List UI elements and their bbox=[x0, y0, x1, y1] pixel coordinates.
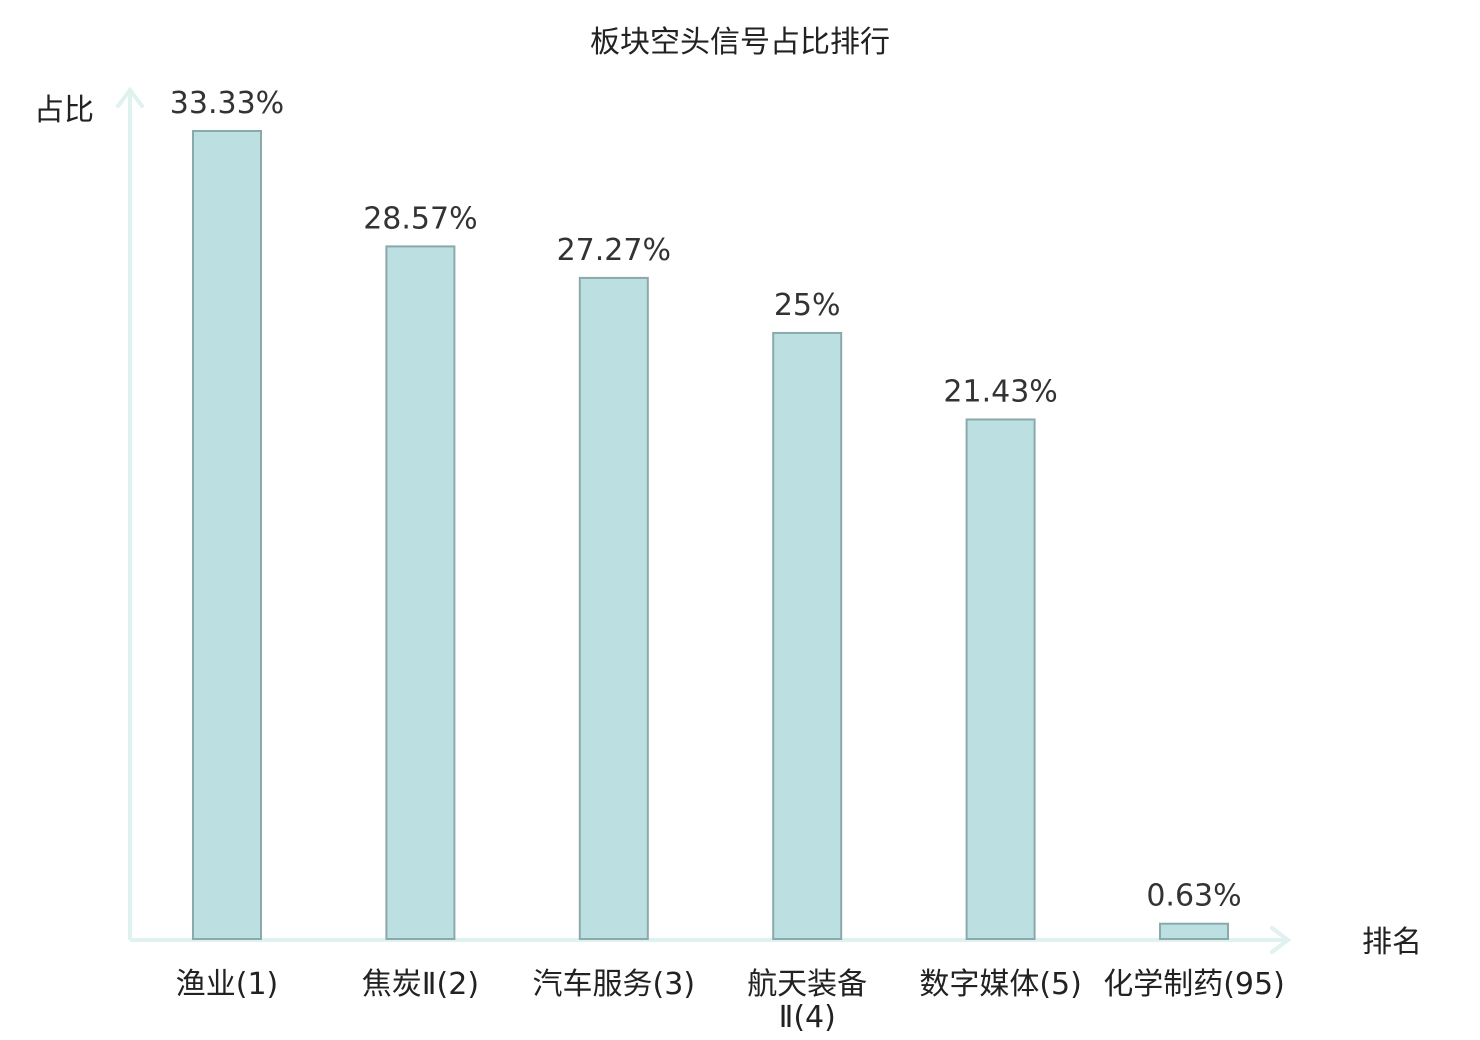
bar-3 bbox=[578, 276, 649, 940]
value-label-4: 25% bbox=[774, 288, 841, 323]
category-label-3: 汽车服务(3) bbox=[533, 967, 696, 1002]
category-label-5: 数字媒体(5) bbox=[919, 967, 1082, 1002]
y-axis-arrow-icon bbox=[116, 86, 144, 108]
bar-2 bbox=[385, 245, 456, 941]
bar-4 bbox=[772, 331, 843, 940]
category-label-4-line-1: 航天装备 bbox=[747, 967, 867, 1002]
value-label-3: 27.27% bbox=[557, 233, 671, 268]
category-label-6: 化学制药(95) bbox=[1103, 967, 1285, 1002]
category-label-1: 渔业(1) bbox=[176, 967, 279, 1002]
y-axis-label: 占比 bbox=[34, 93, 94, 128]
value-label-5: 21.43% bbox=[943, 374, 1057, 409]
bar-1 bbox=[192, 130, 262, 940]
chart-title: 板块空头信号占比排行 bbox=[590, 25, 890, 60]
x-axis-arrow-icon bbox=[1270, 926, 1292, 954]
category-label-4-line-2: Ⅱ(4) bbox=[779, 1000, 836, 1035]
bar-5 bbox=[965, 418, 1036, 940]
x-axis-label: 排名 bbox=[1362, 925, 1422, 960]
category-label-2: 焦炭Ⅱ(2) bbox=[362, 967, 479, 1002]
value-label-2: 28.57% bbox=[363, 201, 477, 236]
bars-group: 33.33% 渔业(1) 28.57% 焦炭Ⅱ(2) 27.27% 汽车服务(3) 25% 航… bbox=[170, 86, 1285, 1035]
value-label-6: 0.63% bbox=[1146, 879, 1241, 914]
value-label-1: 33.33% bbox=[170, 86, 284, 121]
bar-6 bbox=[1159, 922, 1229, 941]
